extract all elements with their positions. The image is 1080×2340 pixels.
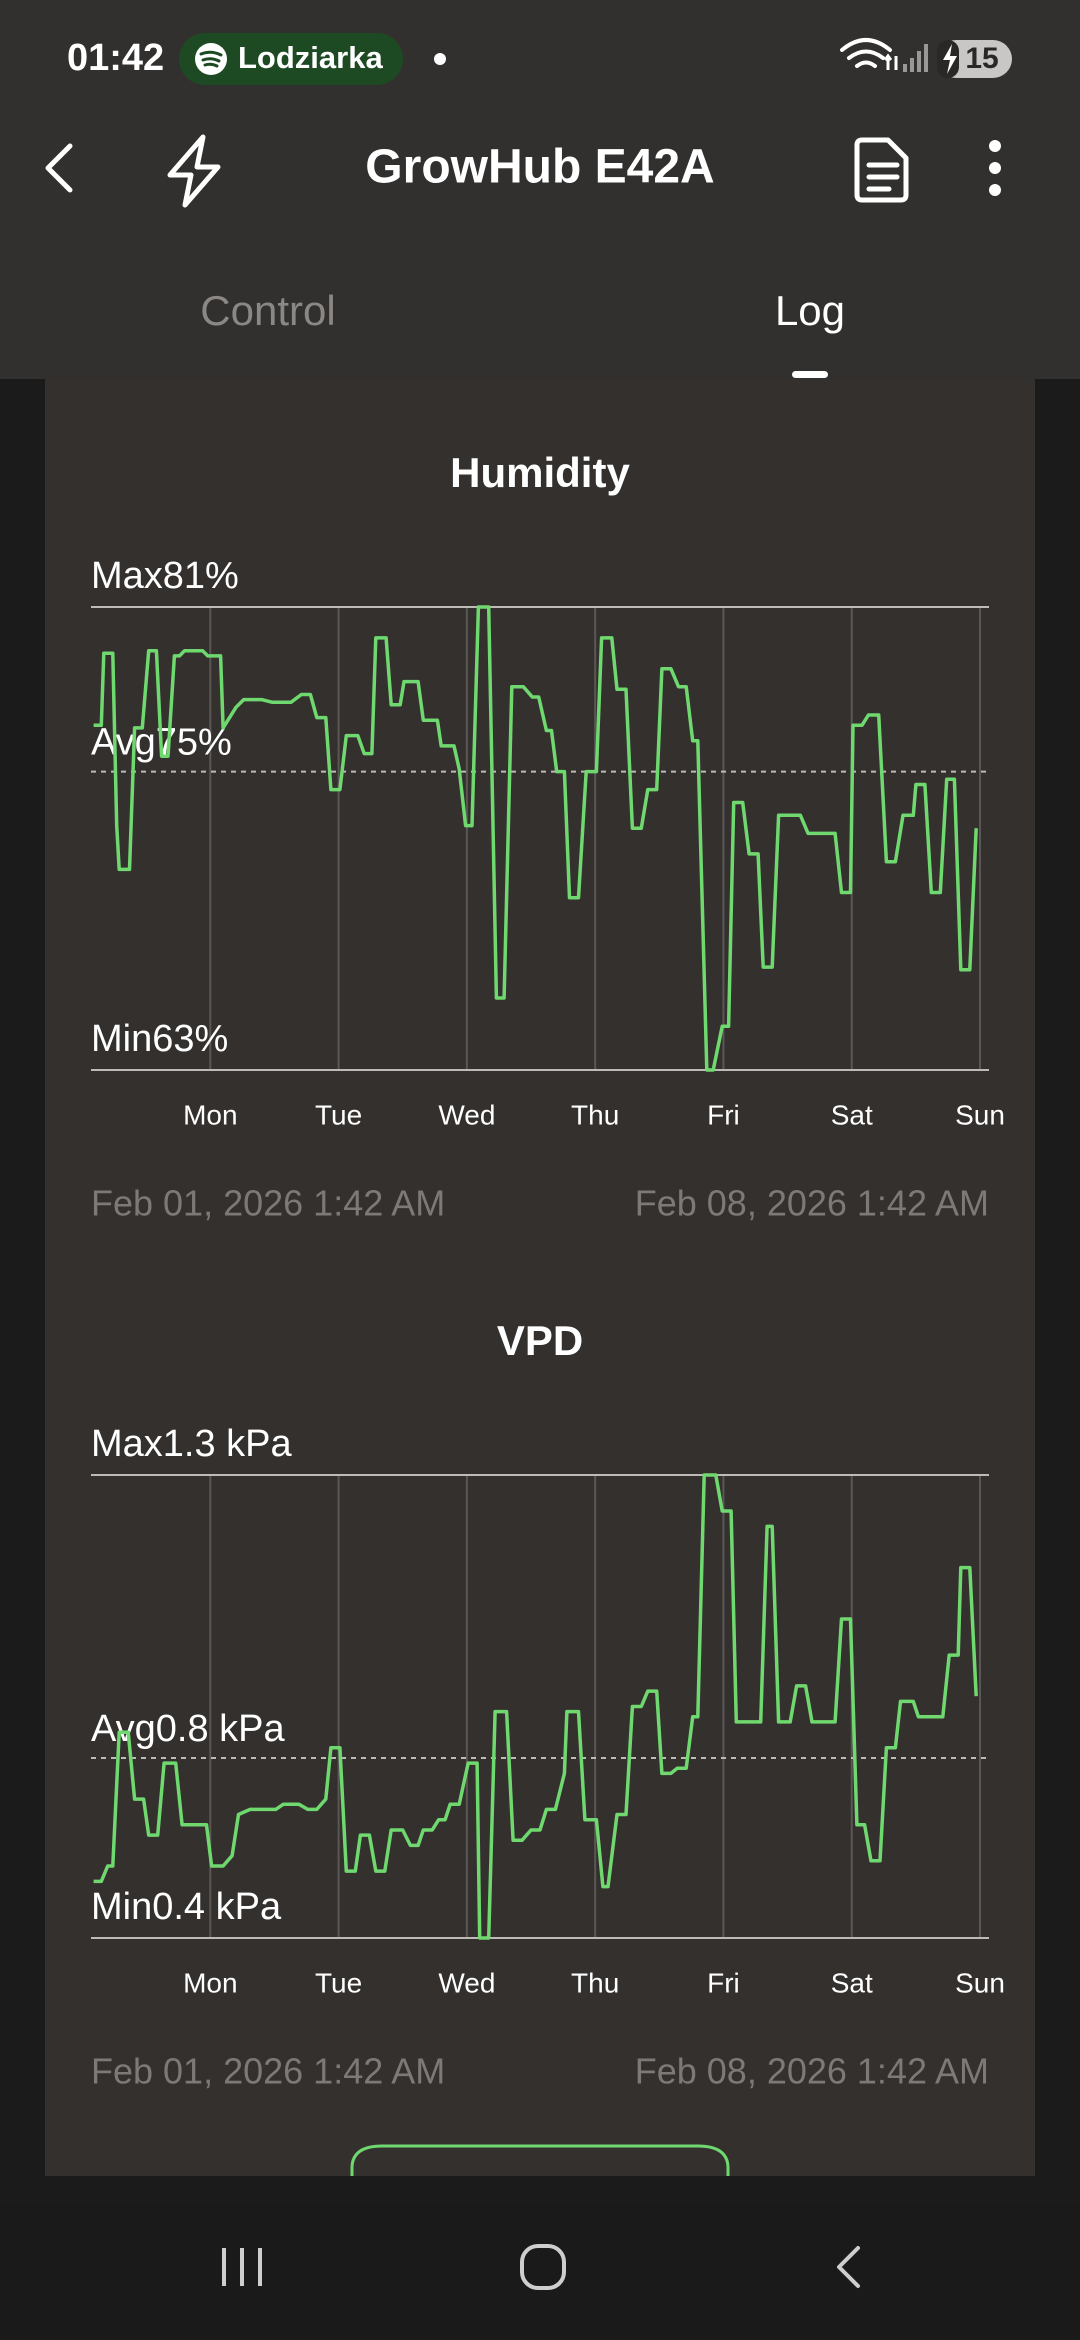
y-tick-label: Max81% [91, 555, 239, 597]
chart-title: VPD [497, 1317, 583, 1364]
tab-indicator [792, 371, 828, 378]
range-end: Feb 08, 2026 1:42 AM [635, 1183, 989, 1224]
x-tick-label: Sun [955, 1967, 1005, 1998]
notification-dot [434, 53, 446, 65]
report-button[interactable] [854, 137, 909, 203]
charging-bolt [943, 44, 957, 74]
signal-icon [903, 44, 928, 72]
x-tick-label: Fri [707, 1099, 740, 1130]
nav-bar [0, 2205, 1080, 2340]
data-arrows [883, 53, 898, 70]
x-tick-label: Tue [315, 1967, 362, 1998]
x-tick-label: Sat [831, 1967, 873, 1998]
charts: Humidity Mon Tue Wed Thu Fri Sat Sun Max81% Min63… [91, 449, 1005, 2092]
chart-title: Humidity [450, 449, 630, 496]
nav-recents[interactable] [222, 2248, 262, 2286]
tab-log[interactable]: Log [775, 287, 845, 334]
nav-back[interactable] [837, 2246, 860, 2288]
power-button[interactable] [167, 134, 221, 208]
y-tick-label: Min63% [91, 1018, 228, 1060]
range-start: Feb 01, 2026 1:42 AM [91, 2051, 445, 2092]
x-tick-label: Sun [955, 1099, 1005, 1130]
x-tick-label: Fri [707, 1967, 740, 1998]
x-tick-label: Thu [571, 1967, 619, 1998]
device-title: GrowHub E42A [365, 141, 714, 194]
status-time: 01:42 [67, 37, 164, 79]
x-tick-label: Sat [831, 1099, 873, 1130]
more-menu[interactable] [989, 140, 1001, 196]
battery-level: 15 [965, 42, 998, 75]
data-line [93, 1473, 978, 1940]
tab-control[interactable]: Control [200, 287, 335, 334]
range-start: Feb 01, 2026 1:42 AM [91, 1183, 445, 1224]
media-title: Lodziarka [238, 40, 383, 75]
range-end: Feb 08, 2026 1:42 AM [635, 2051, 989, 2092]
nav-home[interactable] [520, 2244, 566, 2290]
action-button[interactable] [350, 2144, 730, 2176]
x-tick-label: Thu [571, 1099, 619, 1130]
spotify-waves [199, 50, 223, 68]
y-tick-label: Max1.3 kPa [91, 1423, 293, 1465]
x-tick-label: Tue [315, 1099, 362, 1130]
x-tick-label: Wed [438, 1967, 495, 1998]
data-line [93, 605, 978, 1072]
x-tick-label: Wed [438, 1099, 495, 1130]
x-tick-label: Mon [183, 1967, 237, 1998]
average-label: Avg0.8 kPa [91, 1708, 286, 1750]
media-pill[interactable] [179, 33, 403, 85]
x-tick-label: Mon [183, 1099, 237, 1130]
y-tick-label: Min0.4 kPa [91, 1886, 282, 1928]
back-button[interactable] [45, 143, 73, 193]
wifi-icon [840, 38, 892, 68]
